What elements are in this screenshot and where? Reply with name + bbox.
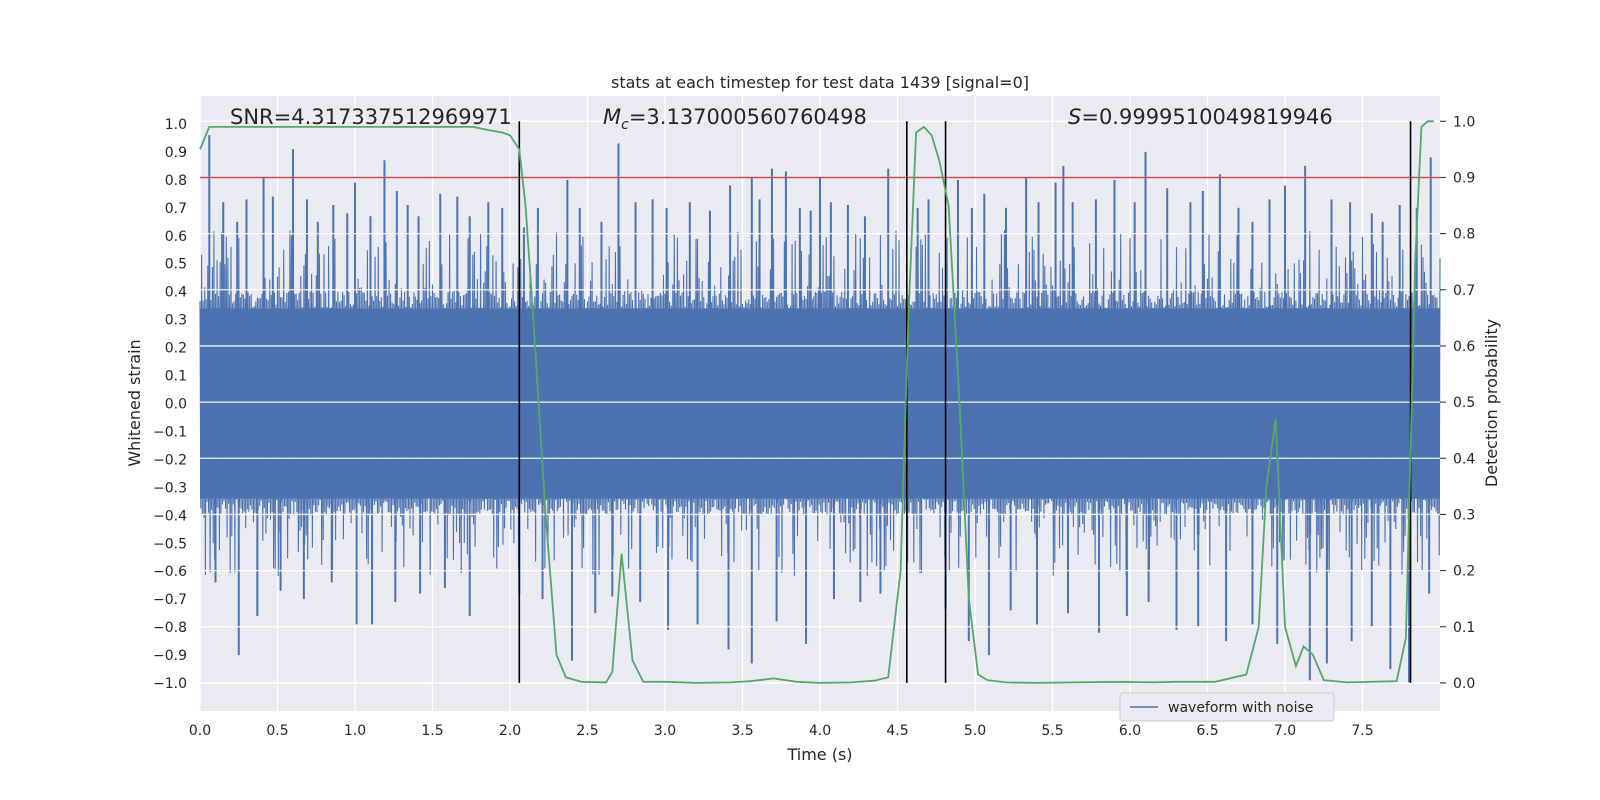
x-tick-label: 6.5 — [1196, 723, 1218, 739]
y-tick-label: 0.7 — [165, 201, 187, 217]
x-tick-label: 5.0 — [964, 723, 986, 739]
chirp-mass-value: =3.137000560760498 — [629, 105, 867, 129]
legend: waveform with noise — [1119, 692, 1335, 722]
y-tick-label: −1.0 — [153, 676, 187, 692]
detection-probability-line — [199, 120, 1434, 684]
x-tick-label: 1.5 — [421, 723, 443, 739]
y2-tick-label: 0.3 — [1453, 507, 1475, 523]
y-tick-label: 0.1 — [165, 369, 187, 385]
y-tick-label: −0.5 — [153, 536, 187, 552]
y-tick-label: −0.3 — [153, 480, 187, 496]
x-tick-label: 1.0 — [344, 723, 366, 739]
x-tick-label: 7.5 — [1351, 723, 1373, 739]
chart-title: stats at each timestep for test data 143… — [611, 73, 1029, 92]
x-tick-label: 0.0 — [189, 723, 211, 739]
y-tick-label: 1.0 — [165, 117, 187, 133]
y-tick-label: −0.6 — [153, 564, 187, 580]
x-tick-label: 3.0 — [654, 723, 676, 739]
y2-tick-label: 0.8 — [1453, 227, 1475, 243]
snr-annotation: SNR=4.317337512969971 — [230, 105, 512, 129]
chirp-mass-subscript: c — [621, 117, 629, 133]
legend-label: waveform with noise — [1168, 700, 1313, 716]
y-tick-label: −0.1 — [153, 424, 187, 440]
y2-tick-label: 1.0 — [1453, 114, 1475, 130]
y2-tick-label: 0.4 — [1453, 451, 1475, 467]
x-tick-label: 4.0 — [809, 723, 831, 739]
y-tick-label: −0.7 — [153, 592, 187, 608]
x-tick-label: 4.5 — [886, 723, 908, 739]
chirp-mass-symbol: M — [603, 105, 621, 129]
x-tick-label: 3.5 — [731, 723, 753, 739]
y-tick-label: 0.9 — [165, 145, 187, 161]
y-tick-label: 0.2 — [165, 341, 187, 357]
y2-tick-label: 0.1 — [1453, 620, 1475, 636]
x-tick-label: 5.5 — [1041, 723, 1063, 739]
y-tick-label: 0.0 — [165, 397, 187, 413]
y-tick-label: 0.3 — [165, 313, 187, 329]
y-tick-label: −0.9 — [153, 648, 187, 664]
y-tick-label: −0.2 — [153, 452, 187, 468]
y2-tick-label: 0.6 — [1453, 339, 1475, 355]
y-tick-label: 0.8 — [165, 173, 187, 189]
y-axis-label: Whitened strain — [125, 339, 144, 466]
score-value: =0.9999510049819946 — [1081, 105, 1332, 129]
y2-axis-label: Detection probability — [1482, 319, 1501, 487]
y2-tick-label: 0.9 — [1453, 170, 1475, 186]
y-tick-label: 0.6 — [165, 229, 187, 245]
score-annotation: S=0.9999510049819946 — [1068, 105, 1333, 129]
y2-tick-label: 0.0 — [1453, 676, 1475, 692]
y2-tick-label: 0.5 — [1453, 395, 1475, 411]
y2-tick-label: 0.2 — [1453, 564, 1475, 580]
x-tick-label: 2.5 — [576, 723, 598, 739]
y-tick-label: 0.4 — [165, 285, 187, 301]
legend-box — [1119, 692, 1335, 722]
x-tick-label: 7.0 — [1274, 723, 1296, 739]
chirp-mass-annotation: Mc=3.137000560760498 — [603, 105, 867, 133]
y-tick-label: 0.5 — [165, 257, 187, 273]
score-symbol: S — [1068, 105, 1081, 129]
y-tick-label: −0.8 — [153, 620, 187, 636]
overlay-lines — [199, 120, 1440, 684]
tick-labels: 0.0 0.5 1.0 1.5 2.0 2.5 3.0 3.5 4.0 4.5 5.0 5.5 6.0 6… — [153, 114, 1475, 739]
x-tick-label: 6.0 — [1119, 723, 1141, 739]
x-axis-label: Time (s) — [786, 745, 852, 764]
y2-tick-label: 0.7 — [1453, 283, 1475, 299]
y-tick-label: −0.4 — [153, 508, 187, 524]
x-tick-label: 0.5 — [266, 723, 288, 739]
x-tick-label: 2.0 — [499, 723, 521, 739]
